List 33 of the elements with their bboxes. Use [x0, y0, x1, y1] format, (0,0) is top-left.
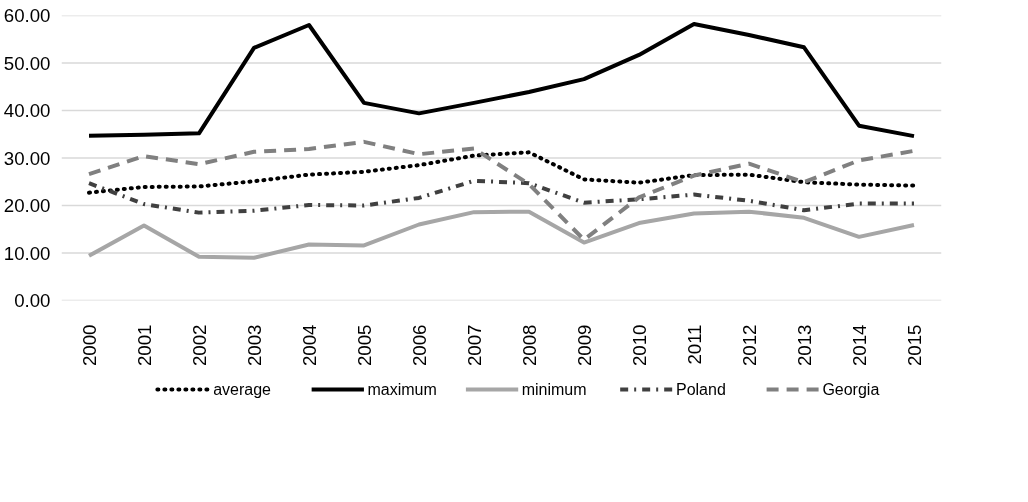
x-tick-label: 2000 [78, 324, 100, 366]
legend-label: maximum [367, 381, 437, 398]
x-tick-label: 2002 [188, 324, 210, 366]
x-tick-label: 2001 [133, 324, 155, 366]
legend-label: average [213, 381, 272, 398]
x-tick-label: 2009 [573, 324, 595, 366]
y-tick-label: 20.00 [3, 195, 51, 216]
y-tick-label: 60.00 [3, 5, 51, 26]
legend-label: minimum [521, 381, 587, 398]
line-series [87, 150, 916, 195]
y-tick-label: 0.00 [14, 290, 51, 311]
x-tick-label: 2014 [848, 324, 870, 366]
x-tick-label: 2013 [793, 324, 815, 366]
y-tick-label: 50.00 [3, 52, 51, 74]
legend-label: Poland [675, 381, 726, 398]
legend-label: Georgia [822, 381, 880, 398]
x-tick-label: 2007 [463, 324, 485, 366]
y-tick-label: 10.00 [3, 242, 51, 264]
x-tick-label: 2005 [353, 324, 375, 366]
y-tick-label: 40.00 [3, 100, 51, 121]
x-tick-label: 2015 [903, 324, 925, 366]
x-tick-label: 2010 [628, 324, 650, 366]
line-series [87, 209, 916, 260]
x-tick-label: 2008 [518, 324, 540, 366]
x-tick-label: 2012 [738, 324, 760, 366]
line-series [87, 178, 916, 215]
line-series [87, 22, 916, 139]
x-tick-label: 2003 [243, 324, 265, 366]
x-tick-label: 2004 [298, 324, 320, 366]
x-tick-label: 2011 [683, 324, 705, 365]
y-tick-label: 30.00 [3, 147, 51, 169]
x-tick-label: 2006 [408, 324, 430, 366]
line-series [87, 139, 916, 242]
